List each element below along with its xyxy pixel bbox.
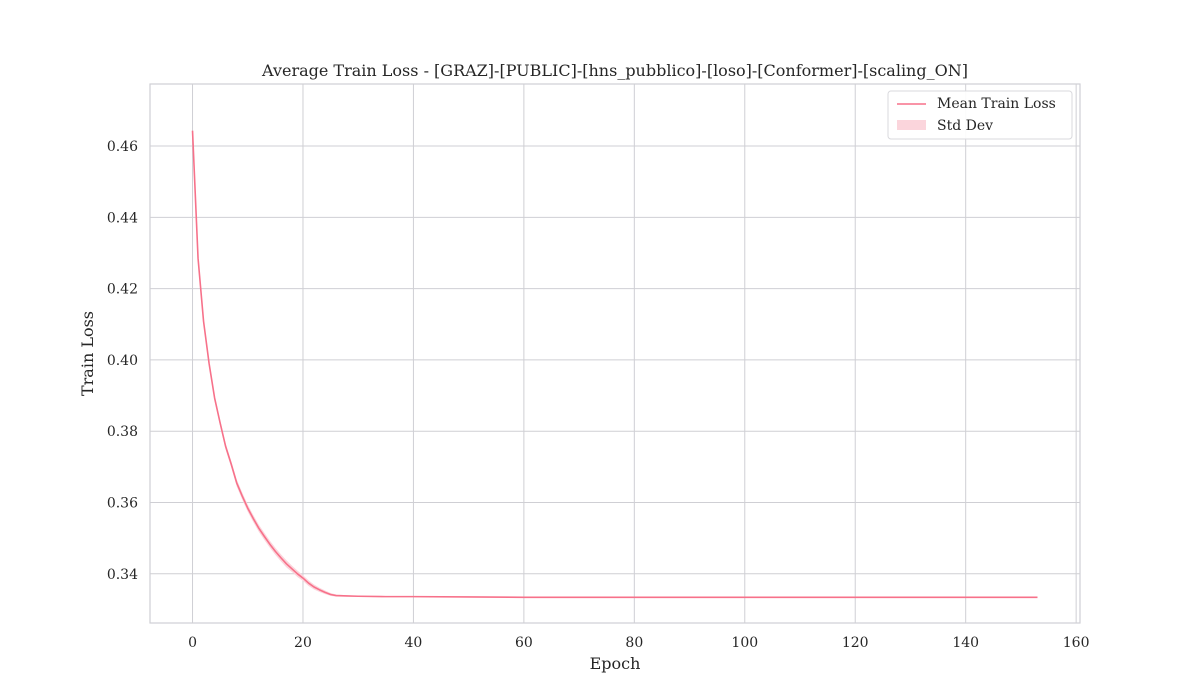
y-tick-label: 0.46 xyxy=(107,139,138,155)
y-tick-label: 0.42 xyxy=(107,282,138,298)
y-axis-title: Train Loss xyxy=(78,311,97,396)
plot-area xyxy=(150,84,1080,623)
x-tick-label: 60 xyxy=(515,635,533,651)
x-tick-label: 40 xyxy=(405,635,423,651)
y-tick-label: 0.38 xyxy=(107,424,138,440)
x-tick-label: 100 xyxy=(731,635,758,651)
legend-item-std-dev: Std Dev xyxy=(937,118,993,134)
x-tick-label: 0 xyxy=(188,635,197,651)
chart-title: Average Train Loss - [GRAZ]-[PUBLIC]-[hn… xyxy=(261,61,968,80)
legend-box xyxy=(887,90,1073,140)
grid-lines xyxy=(150,84,1080,623)
y-tick-labels: 0.34 0.36 0.38 0.40 0.42 0.44 0.46 xyxy=(107,139,138,583)
x-axis-title: Epoch xyxy=(590,654,641,673)
y-tick-label: 0.36 xyxy=(107,496,138,512)
mean-train-loss-line xyxy=(191,130,1038,599)
legend-band-swatch xyxy=(897,120,926,130)
x-tick-label: 80 xyxy=(625,635,643,651)
x-tick-label: 160 xyxy=(1063,635,1090,651)
y-tick-label: 0.44 xyxy=(107,210,138,226)
plot-frame xyxy=(149,83,1081,624)
std-dev-band xyxy=(192,128,1038,598)
y-tick-label: 0.40 xyxy=(107,353,138,369)
x-tick-label: 140 xyxy=(952,635,979,651)
x-tick-label: 20 xyxy=(294,635,312,651)
x-tick-label: 120 xyxy=(842,635,869,651)
y-tick-label: 0.34 xyxy=(107,567,138,583)
legend-item-mean-train-loss: Mean Train Loss xyxy=(937,96,1056,112)
x-tick-labels: 0 20 40 60 80 100 120 140 160 xyxy=(188,635,1089,651)
legend: Mean Train Loss Std Dev xyxy=(887,90,1073,140)
